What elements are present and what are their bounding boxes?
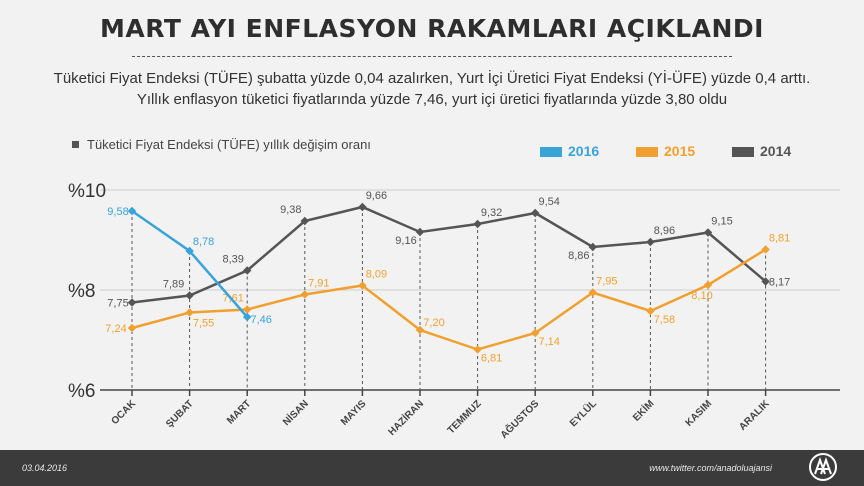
data-point-2014: [127, 298, 137, 307]
data-point-2015: [588, 288, 598, 297]
data-label-2014: 8,96: [654, 225, 675, 237]
data-point-2015: [646, 306, 655, 316]
x-tick-label: KASIM: [684, 398, 715, 429]
x-tick-label: ŞUBAT: [164, 398, 196, 430]
data-label-2014: 9,38: [280, 204, 301, 216]
data-label-2014: 9,54: [538, 196, 559, 208]
series-line-2014: [131, 205, 767, 304]
data-point-2014: [473, 219, 482, 229]
x-tick-label: TEMMUZ: [446, 398, 484, 436]
x-tick-label: EKİM: [630, 397, 657, 424]
data-label-2014: 8,86: [568, 250, 589, 262]
legend-2015-swatch: [636, 147, 658, 157]
series-line-2015: [131, 248, 767, 351]
data-point-2014: [358, 202, 367, 212]
data-point-2014: [300, 216, 310, 226]
x-tick-label: ARALIK: [737, 398, 772, 433]
data-label-2015: 7,91: [308, 278, 329, 290]
chart-title: Tüketici Fiyat Endeksi (TÜFE) yıllık değ…: [72, 137, 371, 152]
data-point-2016: [242, 312, 252, 322]
data-label-2015: 8,81: [769, 233, 790, 245]
data-point-2016: [185, 246, 194, 256]
data-point-2015: [127, 323, 137, 333]
chart-title-text: Tüketici Fiyat Endeksi (TÜFE) yıllık değ…: [87, 137, 371, 152]
x-tick-label: OCAK: [110, 398, 139, 427]
y-tick-label: %8: [68, 281, 95, 302]
data-label-2015: 6,81: [481, 353, 502, 365]
data-label-2015: 7,14: [538, 336, 559, 348]
data-label-2014: 8,17: [769, 277, 790, 289]
data-label-2015: 7,24: [105, 323, 126, 335]
footer-source[interactable]: www.twitter.com/anadoluajansi: [649, 463, 772, 473]
x-tick-label: MART: [225, 398, 253, 426]
x-tick-label: NİSAN: [280, 397, 311, 428]
data-label-2014: 9,16: [395, 235, 416, 247]
data-point-2015: [300, 290, 310, 299]
x-tick-label: AĞUSTOS: [497, 397, 541, 441]
data-label-2014: 8,39: [222, 254, 243, 266]
legend-2016-label: 2016: [568, 143, 600, 159]
y-tick-label: %6: [68, 381, 95, 402]
data-label-2016: 7,46: [250, 314, 271, 326]
data-point-2014: [646, 237, 655, 247]
legend-2015-label: 2015: [664, 143, 696, 159]
data-label-2015: 7,20: [423, 317, 444, 329]
footer-bar: 03.04.2016 www.twitter.com/anadoluajansi: [0, 450, 864, 486]
data-label-2016: 9,58: [107, 206, 128, 218]
data-label-2014: 9,15: [711, 216, 732, 228]
data-point-2014: [761, 277, 770, 286]
data-label-2015: 7,58: [654, 314, 675, 326]
data-label-2015: 7,55: [193, 318, 214, 330]
data-label-2015: 8,09: [366, 269, 387, 281]
legend-2016: 2016: [540, 143, 599, 159]
data-point-2014: [415, 227, 425, 237]
line-chart: %10 %8 %6 OCAK ŞUBAT MART NİSAN MAYIS HAZİRAN TEM…: [68, 181, 840, 441]
y-tick-label: %10: [68, 181, 106, 202]
data-point-2015: [358, 281, 367, 290]
data-label-2014: 7,75: [107, 298, 128, 310]
footer-date: 03.04.2016: [22, 463, 68, 473]
page-title: MART AYI ENFLASYON RAKAMLARI AÇIKLANDI: [100, 14, 764, 43]
data-point-2014: [242, 266, 252, 275]
x-tick-label: EYLÜL: [567, 397, 599, 429]
data-point-2015: [415, 325, 425, 335]
data-label-2016: 8,78: [193, 236, 214, 248]
legend-2014-label: 2014: [760, 143, 792, 159]
chart-title-marker: [72, 141, 79, 148]
title-divider: [132, 56, 732, 57]
data-label-2014: 9,32: [481, 207, 502, 219]
subtitle: Tüketici Fiyat Endeksi (TÜFE) şubatta yü…: [53, 70, 811, 108]
data-point-2014: [185, 291, 194, 300]
legend-2016-swatch: [540, 147, 562, 157]
data-label-2015: 8,10: [691, 290, 712, 302]
data-label-2014: 7,89: [163, 279, 184, 291]
data-point-2015: [703, 280, 713, 290]
x-tick-label: HAZİRAN: [385, 397, 426, 438]
legend-2014-swatch: [732, 147, 754, 157]
data-label-2015: 7,95: [596, 276, 617, 288]
x-tick-label: MAYIS: [339, 398, 369, 428]
legend-2014: 2014: [732, 143, 791, 159]
data-label-2014: 9,66: [366, 190, 387, 202]
data-point-2015: [530, 328, 540, 338]
data-point-2015: [242, 305, 252, 314]
data-point-2015: [473, 345, 482, 354]
legend-2015: 2015: [636, 143, 695, 159]
data-point-2016: [127, 206, 137, 216]
aa-logo-icon: [809, 453, 837, 481]
data-point-2015: [185, 308, 194, 317]
